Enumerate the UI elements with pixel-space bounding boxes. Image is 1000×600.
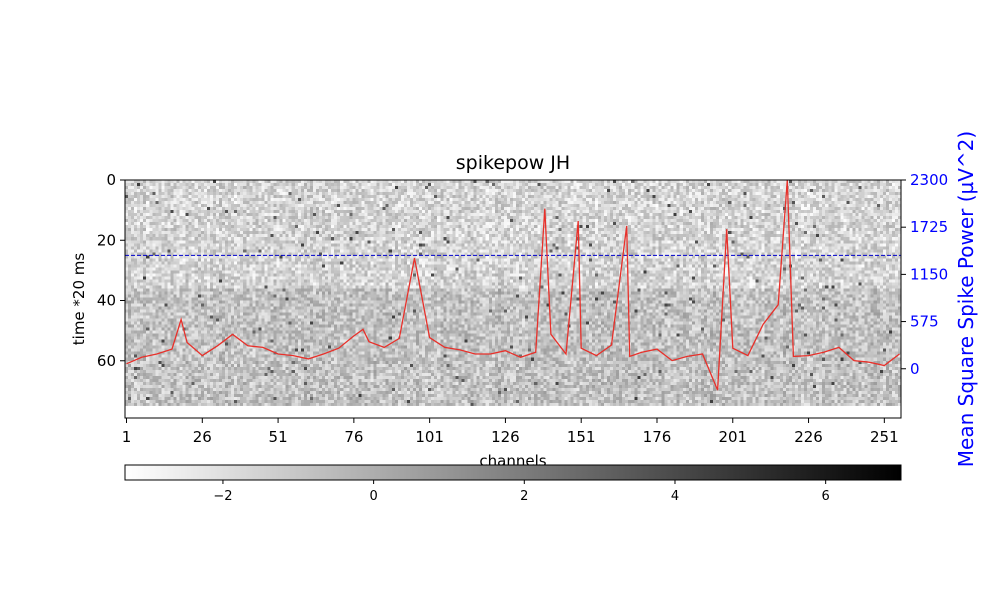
y2-tick-label: 575	[910, 313, 939, 331]
x-tick-label: 76	[344, 428, 363, 446]
y2-tick-label: 1150	[910, 265, 948, 283]
x-tick-label: 251	[870, 428, 899, 446]
series-line	[126, 179, 900, 391]
y2-tick-label: 2300	[910, 171, 948, 189]
x-tick-label: 201	[718, 428, 747, 446]
y-tick-label: 20	[97, 231, 116, 249]
y-tick-label: 40	[97, 292, 116, 310]
chart-title: spikepow JH	[456, 152, 570, 174]
x-tick-label: 51	[269, 428, 288, 446]
x-tick-label: 101	[415, 428, 444, 446]
y2-axis: 2300 1725 1150 575 0	[901, 171, 948, 378]
colorbar-tick-label: 4	[671, 489, 679, 504]
heatmap-image	[125, 180, 901, 406]
colorbar	[124, 464, 902, 481]
colorbar-tick-label: −2	[213, 489, 232, 504]
x-tick-label: 1	[122, 428, 132, 446]
colorbar-tick-label: 0	[369, 489, 377, 504]
plot-frame	[124, 179, 902, 419]
y-tick-label: 60	[97, 352, 116, 370]
x-tick-label: 176	[643, 428, 672, 446]
x-tick-label: 126	[491, 428, 520, 446]
x-tick-label: 26	[193, 428, 212, 446]
x-tick-label: 226	[794, 428, 823, 446]
x-tick-label: 151	[567, 428, 596, 446]
y-tick-label: 0	[106, 171, 116, 189]
heatmap	[125, 180, 901, 406]
y-axis-label: time *20 ms	[70, 253, 88, 346]
y2-tick-label: 1725	[910, 218, 948, 236]
x-axis: 1 26 51 76 101 126 151 176 201 226 251	[122, 418, 899, 446]
colorbar-ticks: −2 0 2 4 6	[213, 480, 830, 504]
y2-tick-label: 0	[910, 360, 920, 378]
y2-axis-label: Mean Square Spike Power (µV^2)	[954, 131, 978, 467]
y-axis: 0 20 40 60	[97, 171, 125, 370]
colorbar-tick-label: 2	[520, 489, 528, 504]
colorbar-tick-label: 6	[822, 489, 830, 504]
